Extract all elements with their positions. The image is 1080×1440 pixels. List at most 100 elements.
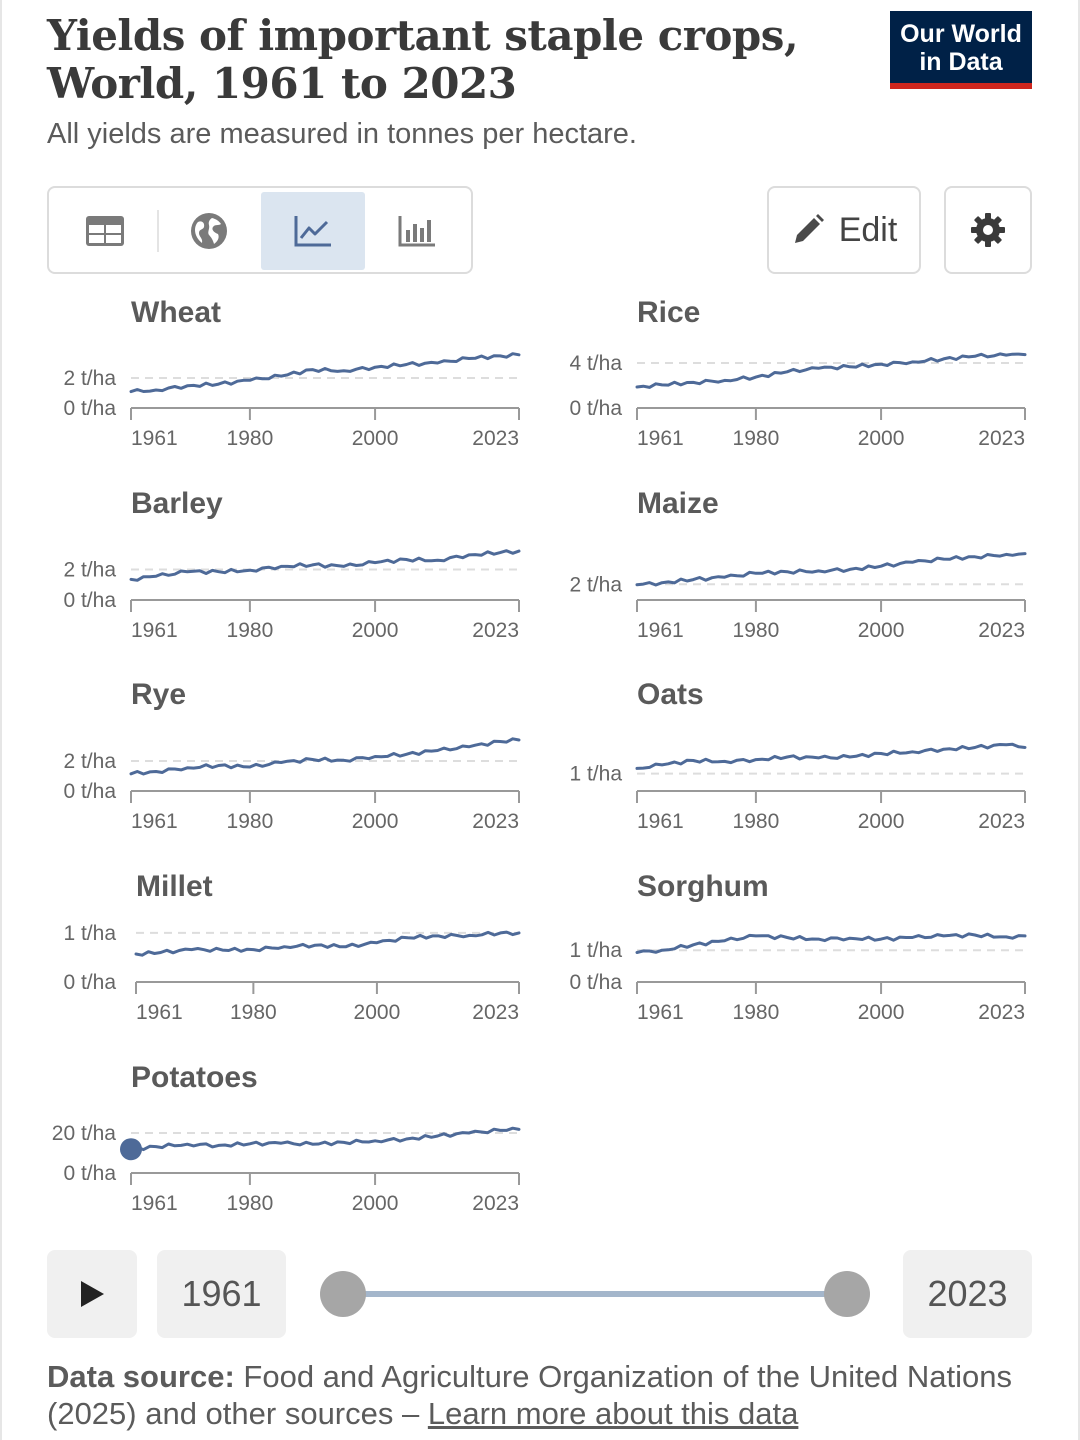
edit-label: Edit	[838, 210, 898, 249]
rye-ytick-label: 2 t/ha	[63, 750, 116, 773]
potatoes-xtick-label: 1980	[227, 1192, 274, 1215]
potatoes-ytick-label: 0 t/ha	[63, 1162, 116, 1185]
barley-ytick-label: 2 t/ha	[63, 558, 116, 581]
wheat-xtick-label: 2023	[472, 427, 519, 450]
millet-xtick-label: 2000	[354, 1001, 401, 1024]
barley-xtick-label: 2000	[352, 619, 399, 642]
sorghum-ytick-label: 1 t/ha	[569, 939, 622, 962]
sorghum-ytick-label: 0 t/ha	[569, 971, 622, 994]
timeline-start-handle[interactable]	[320, 1271, 366, 1317]
wheat-chart-title: Wheat	[131, 296, 221, 329]
line-chart-icon	[294, 216, 331, 247]
millet-series-line	[134, 930, 521, 957]
chart-title-line-1: Yields of important staple crops,	[47, 11, 799, 60]
potatoes-ytick-label: 20 t/ha	[52, 1122, 117, 1145]
oats-xtick-label: 2000	[858, 810, 905, 833]
barley-xtick-label: 2023	[472, 619, 519, 642]
sorghum-xtick-label: 1980	[733, 1001, 780, 1024]
pencil-icon	[794, 214, 824, 243]
chart-title-line-2: World, 1961 to 2023	[47, 59, 517, 108]
rye-xtick-label: 2023	[472, 810, 519, 833]
rye-ytick-label: 0 t/ha	[63, 780, 116, 803]
wheat-xtick-label: 2000	[352, 427, 399, 450]
millet-ytick-label: 0 t/ha	[63, 971, 116, 994]
wheat-xtick-label: 1980	[227, 427, 274, 450]
potatoes-chart-title: Potatoes	[131, 1061, 258, 1094]
tab-table[interactable]	[53, 192, 157, 270]
timeline-end-year[interactable]: 2023	[903, 1250, 1032, 1338]
wheat-ytick-label: 0 t/ha	[63, 397, 116, 420]
oats-ytick-label: 1 t/ha	[569, 763, 622, 786]
logo-line-1: Our World	[900, 20, 1022, 48]
sorghum-xtick-label: 2023	[978, 1001, 1025, 1024]
wheat-series-line	[129, 352, 521, 394]
millet-chart-title: Millet	[136, 870, 213, 903]
frame-border-right	[1078, 0, 1080, 1440]
rye-xtick-label: 2000	[352, 810, 399, 833]
view-tabs	[47, 186, 473, 274]
tab-bar-chart[interactable]	[365, 192, 469, 270]
wheat-ytick-label: 2 t/ha	[63, 367, 116, 390]
sorghum-chart-title: Sorghum	[637, 870, 769, 903]
potatoes-series-line	[129, 1126, 521, 1152]
sorghum-series-line	[635, 932, 1027, 954]
logo-accent-bar	[890, 83, 1032, 89]
oats-xtick-label: 2023	[978, 810, 1025, 833]
sorghum-xtick-label: 2000	[858, 1001, 905, 1024]
timeline-start-year[interactable]: 1961	[157, 1250, 286, 1338]
rye-xtick-label: 1980	[227, 810, 274, 833]
wheat-xtick-label: 1961	[131, 427, 178, 450]
barley-series-line	[129, 549, 521, 582]
rye-series-line	[129, 737, 521, 776]
oats-xtick-label: 1961	[637, 810, 684, 833]
chart-title: Yields of important staple crops, World,…	[47, 12, 847, 108]
rye-xtick-label: 1961	[131, 810, 178, 833]
potatoes-highlight-point	[120, 1138, 142, 1161]
bar-chart-icon	[398, 216, 435, 247]
rye-chart-title: Rye	[131, 678, 186, 711]
globe-icon	[191, 213, 227, 249]
rice-ytick-label: 4 t/ha	[569, 352, 622, 375]
barley-chart-title: Barley	[131, 487, 223, 520]
edit-button[interactable]: Edit	[767, 186, 921, 274]
play-button[interactable]	[47, 1250, 137, 1338]
sorghum-xtick-label: 1961	[637, 1001, 684, 1024]
oats-series-line	[635, 742, 1027, 770]
logo-line-2: in Data	[919, 48, 1003, 76]
barley-xtick-label: 1980	[227, 619, 274, 642]
maize-series-line	[635, 552, 1027, 587]
millet-xtick-label: 1980	[230, 1001, 277, 1024]
barley-ytick-label: 0 t/ha	[63, 589, 116, 612]
rice-ytick-label: 0 t/ha	[569, 397, 622, 420]
barley-xtick-label: 1961	[131, 619, 178, 642]
potatoes-xtick-label: 2000	[352, 1192, 399, 1215]
potatoes-xtick-label: 1961	[131, 1192, 178, 1215]
rice-series-line	[635, 352, 1027, 389]
owid-logo[interactable]: Our World in Data	[890, 11, 1032, 89]
rice-xtick-label: 2000	[858, 427, 905, 450]
settings-button[interactable]	[944, 186, 1032, 274]
data-source-text: Food and Agriculture Organization of the…	[47, 1359, 1012, 1431]
gear-icon	[971, 213, 1005, 247]
frame-border-left	[0, 0, 2, 1440]
timeline-track[interactable]	[343, 1291, 847, 1297]
maize-xtick-label: 2000	[858, 619, 905, 642]
chart-subtitle: All yields are measured in tonnes per he…	[47, 118, 637, 150]
millet-xtick-label: 2023	[472, 1001, 519, 1024]
tab-line-chart[interactable]	[261, 192, 365, 270]
maize-xtick-label: 1980	[733, 619, 780, 642]
rice-xtick-label: 1980	[733, 427, 780, 450]
timeline-end-handle[interactable]	[824, 1271, 870, 1317]
millet-xtick-label: 1961	[136, 1001, 183, 1024]
oats-chart-title: Oats	[637, 678, 704, 711]
tab-separator	[157, 210, 159, 252]
rice-xtick-label: 2023	[978, 427, 1025, 450]
play-icon	[81, 1281, 104, 1307]
rice-chart-title: Rice	[637, 296, 700, 329]
table-icon	[86, 216, 124, 246]
tab-map[interactable]	[157, 192, 261, 270]
learn-more-link[interactable]: Learn more about this data	[427, 1396, 799, 1431]
rice-xtick-label: 1961	[637, 427, 684, 450]
data-source-label: Data source:	[47, 1359, 235, 1394]
maize-ytick-label: 2 t/ha	[569, 573, 622, 596]
